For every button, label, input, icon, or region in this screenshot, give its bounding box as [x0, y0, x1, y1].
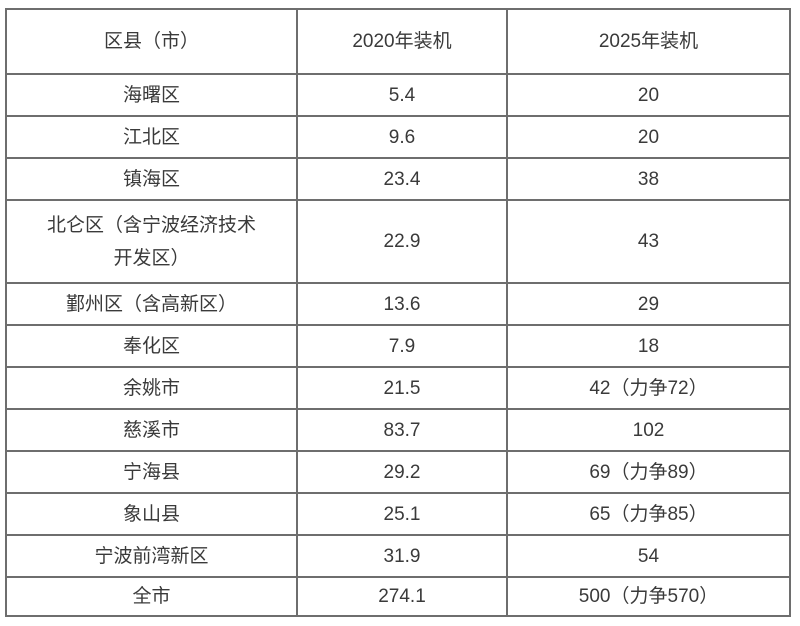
- table-row: 宁波前湾新区 31.9 54: [5, 534, 791, 578]
- value-2020-cell: 274.1: [296, 576, 508, 617]
- column-header-2025: 2025年装机: [506, 8, 791, 75]
- column-header-region: 区县（市）: [5, 8, 298, 75]
- value-2020-cell: 5.4: [296, 73, 508, 117]
- region-name-cell: 象山县: [5, 492, 298, 536]
- value-2020-cell: 22.9: [296, 199, 508, 284]
- table-row: 宁海县 29.2 69（力争89）: [5, 450, 791, 494]
- value-2025-cell: 18: [506, 324, 791, 368]
- region-name-cell: 镇海区: [5, 157, 298, 201]
- value-2025-cell: 20: [506, 73, 791, 117]
- value-2025-cell: 38: [506, 157, 791, 201]
- value-2025-cell: 102: [506, 408, 791, 452]
- region-name-cell: 奉化区: [5, 324, 298, 368]
- value-2020-cell: 21.5: [296, 366, 508, 410]
- value-2020-cell: 9.6: [296, 115, 508, 159]
- value-2020-cell: 25.1: [296, 492, 508, 536]
- value-2020-cell: 23.4: [296, 157, 508, 201]
- table-row: 余姚市 21.5 42（力争72）: [5, 366, 791, 410]
- table-row: 鄞州区（含高新区） 13.6 29: [5, 282, 791, 326]
- column-header-2020: 2020年装机: [296, 8, 508, 75]
- region-name-cell: 慈溪市: [5, 408, 298, 452]
- table-row: 江北区 9.6 20: [5, 115, 791, 159]
- value-2025-cell: 54: [506, 534, 791, 578]
- table-row: 象山县 25.1 65（力争85）: [5, 492, 791, 536]
- region-name-cell: 鄞州区（含高新区）: [5, 282, 298, 326]
- value-2025-cell: 65（力争85）: [506, 492, 791, 536]
- region-name-cell: 海曙区: [5, 73, 298, 117]
- value-2020-cell: 29.2: [296, 450, 508, 494]
- region-name-cell: 余姚市: [5, 366, 298, 410]
- value-2025-cell: 43: [506, 199, 791, 284]
- value-2025-cell: 42（力争72）: [506, 366, 791, 410]
- value-2020-cell: 13.6: [296, 282, 508, 326]
- value-2025-cell: 500（力争570）: [506, 576, 791, 617]
- table-row: 镇海区 23.4 38: [5, 157, 791, 201]
- table-header-row: 区县（市） 2020年装机 2025年装机: [5, 8, 791, 75]
- region-name-cell: 江北区: [5, 115, 298, 159]
- table-row: 慈溪市 83.7 102: [5, 408, 791, 452]
- region-name-cell: 全市: [5, 576, 298, 617]
- table-row-total: 全市 274.1 500（力争570）: [5, 576, 791, 617]
- value-2025-cell: 20: [506, 115, 791, 159]
- value-2020-cell: 7.9: [296, 324, 508, 368]
- table-row: 奉化区 7.9 18: [5, 324, 791, 368]
- table-row: 北仑区（含宁波经济技术 开发区） 22.9 43: [5, 199, 791, 284]
- value-2025-cell: 29: [506, 282, 791, 326]
- value-2020-cell: 83.7: [296, 408, 508, 452]
- value-2020-cell: 31.9: [296, 534, 508, 578]
- capacity-table: 区县（市） 2020年装机 2025年装机 海曙区 5.4 20 江北区 9.6…: [5, 8, 791, 617]
- region-name-cell: 北仑区（含宁波经济技术 开发区）: [5, 199, 298, 284]
- value-2025-cell: 69（力争89）: [506, 450, 791, 494]
- table-row: 海曙区 5.4 20: [5, 73, 791, 117]
- region-name-cell: 宁海县: [5, 450, 298, 494]
- region-name-cell: 宁波前湾新区: [5, 534, 298, 578]
